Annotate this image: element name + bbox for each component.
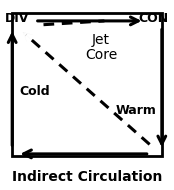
- Text: Core: Core: [85, 48, 117, 62]
- Bar: [12, 13, 162, 156]
- Text: Indirect Circulation: Indirect Circulation: [12, 170, 162, 184]
- Text: Cold: Cold: [19, 85, 50, 98]
- Text: CON: CON: [138, 13, 168, 25]
- Text: Warm: Warm: [115, 104, 156, 117]
- Text: Jet: Jet: [92, 33, 110, 47]
- Text: DIV: DIV: [5, 13, 30, 25]
